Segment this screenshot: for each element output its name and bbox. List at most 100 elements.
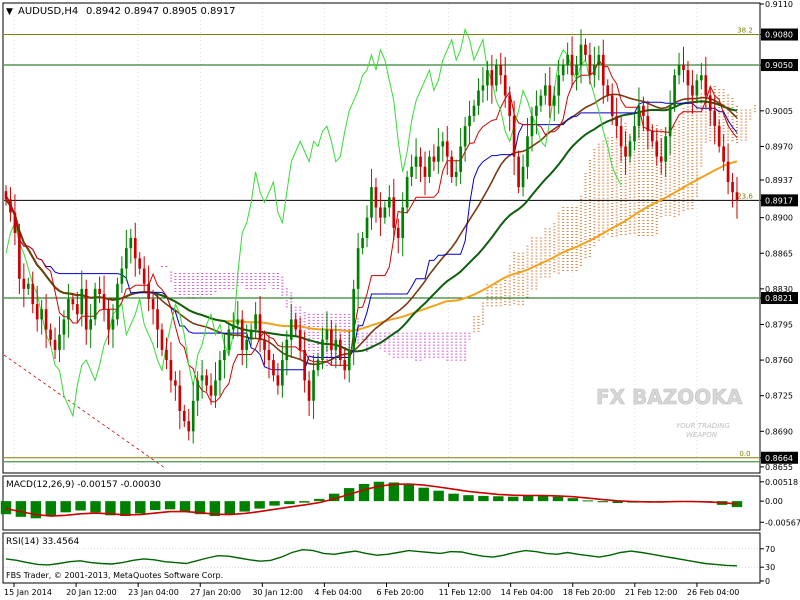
macd-histogram-bar	[537, 495, 549, 502]
macd-histogram-bar	[239, 501, 250, 512]
bear-candle	[503, 75, 507, 96]
macd-histogram-bar	[75, 501, 86, 511]
bear-candle	[156, 309, 159, 330]
bear-candle	[548, 85, 552, 106]
macd-histogram-bar	[90, 501, 101, 513]
bull-candle	[361, 238, 364, 249]
bull-candle	[521, 166, 525, 188]
price-box	[761, 451, 798, 464]
bear-candle	[133, 238, 137, 259]
time-axis: 15 Jan 2014 20 Jan 12:00 23 Jan 04:00 27 Ja…	[4, 583, 739, 597]
price-box-label: 0.8917	[765, 196, 793, 205]
bull-candle	[236, 319, 240, 325]
bear-candle	[263, 339, 266, 350]
bear-candle	[655, 141, 659, 157]
bear-candle	[419, 156, 422, 167]
bull-candle	[191, 400, 195, 432]
bear-candle	[686, 70, 690, 86]
bear-candle	[601, 54, 605, 86]
bull-candle	[494, 65, 498, 86]
rsi-tick-label: 0	[765, 577, 770, 586]
bear-candle	[258, 314, 262, 340]
bear-candle	[169, 360, 173, 381]
macd-histogram-bar	[388, 482, 400, 502]
watermark-tagline-2: WEAPON	[686, 431, 718, 439]
fx-bazooka-watermark: FX BAZOOKA YOUR TRADING WEAPON	[596, 385, 743, 439]
macd-histogram-bar	[522, 495, 534, 502]
macd-histogram-bar	[478, 495, 489, 502]
macd-histogram-bar	[552, 496, 564, 502]
bear-candle	[267, 349, 271, 361]
bear-candle	[619, 126, 623, 147]
macd-histogram-bar	[135, 501, 146, 514]
bear-candle	[107, 309, 110, 330]
bull-candle	[486, 70, 489, 86]
macd-histogram-bar	[403, 484, 415, 502]
bull-candle	[468, 115, 471, 127]
macd-histogram-bar	[284, 501, 295, 505]
bear-candle	[584, 44, 587, 55]
bull-candle	[557, 75, 561, 96]
bull-candle	[628, 141, 632, 157]
bull-candle	[89, 319, 93, 330]
bear-candle	[13, 212, 17, 233]
bull-candle	[111, 319, 115, 330]
bull-candle	[441, 141, 445, 147]
bull-candle	[454, 171, 458, 177]
bull-candle	[231, 324, 235, 330]
macd-histogram-bar	[105, 501, 116, 516]
price-tick-label: 0.8655	[765, 463, 793, 472]
bear-candle	[624, 146, 627, 157]
bear-candle	[374, 187, 378, 208]
bear-candle	[44, 309, 48, 330]
macd-histogram-bar	[120, 501, 131, 517]
bull-candle	[552, 95, 556, 106]
price-tick-label: 0.9110	[765, 0, 793, 9]
bear-candle	[84, 288, 88, 330]
bear-candle	[396, 227, 400, 238]
dropdown-arrow-icon[interactable]: ▼	[6, 7, 13, 17]
bear-candle	[209, 385, 213, 396]
time-tick-label: 30 Jan 12:00	[252, 588, 303, 597]
bull-candle	[352, 288, 356, 350]
bull-candle	[125, 248, 128, 269]
macd-histogram-bar	[463, 495, 474, 502]
time-tick-label: 11 Feb 12:00	[439, 588, 491, 597]
bear-candle	[31, 283, 35, 305]
bear-candle	[735, 192, 739, 201]
bull-candle	[526, 136, 529, 167]
bear-candle	[165, 349, 168, 361]
time-tick-label: 14 Feb 04:00	[501, 588, 553, 597]
macd-histogram-bar	[597, 501, 608, 503]
bull-candle	[80, 288, 84, 315]
bear-candle	[432, 156, 436, 162]
price-tick-label: 0.8900	[765, 214, 793, 223]
bull-candle	[325, 329, 329, 340]
copyright-text: FBS Trader, © 2001-2013, MetaQuotes Soft…	[6, 571, 223, 580]
bear-candle	[276, 375, 280, 386]
bear-candle	[303, 349, 306, 381]
price-box-label: 0.9050	[765, 61, 793, 70]
price-tick-label: 0.8865	[765, 249, 793, 258]
bull-candle	[347, 349, 351, 371]
bull-candle	[579, 44, 583, 66]
bear-candle	[512, 115, 516, 157]
bear-candle	[138, 258, 142, 269]
bear-candle	[35, 304, 39, 320]
price-tick-label: 0.8725	[765, 392, 793, 401]
bull-candle	[200, 375, 204, 381]
price-tick-label: 0.8690	[765, 427, 793, 436]
bear-candle	[713, 110, 717, 127]
ma-brown-line	[5, 93, 738, 366]
bull-candle	[428, 156, 431, 177]
bull-candle	[321, 339, 324, 361]
macd-indicator: 0.00518 0.00 -0.00567	[0, 478, 800, 527]
bull-candle	[405, 176, 409, 208]
time-tick-label: 18 Feb 20:00	[563, 588, 615, 597]
candles	[4, 29, 739, 444]
level-label: 38.2	[737, 27, 753, 35]
bull-candle	[281, 360, 284, 386]
bull-candle	[637, 105, 641, 127]
bear-candle	[205, 375, 208, 386]
